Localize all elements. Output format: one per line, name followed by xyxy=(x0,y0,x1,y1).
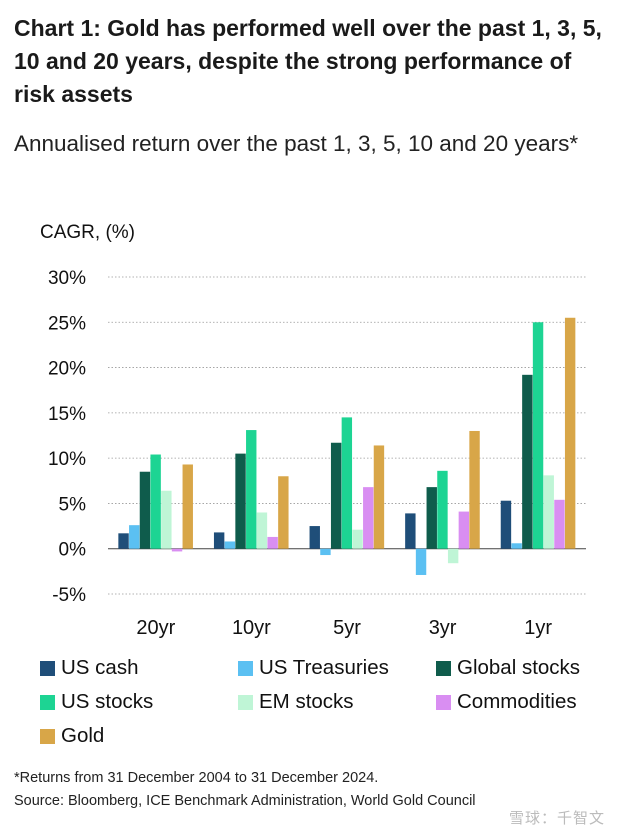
footnote-block: *Returns from 31 December 2004 to 31 Dec… xyxy=(14,767,614,813)
legend-item: Global stocks xyxy=(436,656,580,680)
x-tick-labels: 20yr 10yr 5yr 3yr 1yr xyxy=(136,617,552,639)
bar-5yr-global-stocks xyxy=(330,442,342,549)
chart-title: Chart 1: Gold has performed well over th… xyxy=(14,15,602,107)
y-tick-label: 15% xyxy=(48,404,86,425)
bar-3yr-us-treasuries xyxy=(415,548,427,575)
bar-5yr-gold xyxy=(373,445,385,549)
y-tick-label: 5% xyxy=(59,494,87,515)
bar-1yr-global-stocks xyxy=(522,374,533,549)
y-axis-label: CAGR, (%) xyxy=(40,222,135,243)
bar-1yr-us-cash xyxy=(500,500,512,549)
bar-chart: -5% 0% 5% 10% 15% 20% 25% 30% 20yr 10yr 5yr 3yr 1yr xyxy=(48,268,586,639)
bar-20yr-us-stocks xyxy=(150,454,161,549)
bar-5yr-us-treasuries xyxy=(320,548,331,556)
footnote: *Returns from 31 December 2004 to 31 Dec… xyxy=(14,770,379,786)
bar-5yr-commodities xyxy=(363,487,374,549)
bar-3yr-em-stocks xyxy=(447,548,459,564)
y-tick-label: 20% xyxy=(48,359,86,380)
bar-3yr-us-cash xyxy=(405,513,416,549)
bar-20yr-commodities xyxy=(171,548,183,552)
legend-item: EM stocks xyxy=(238,690,354,714)
x-tick-label: 1yr xyxy=(524,617,552,639)
bar-10yr-commodities xyxy=(267,536,278,549)
watermark: 雪球：千智文 xyxy=(508,810,605,827)
bar-3yr-global-stocks xyxy=(426,487,437,549)
x-tick-label: 20yr xyxy=(136,617,175,639)
y-tick-label: 25% xyxy=(48,313,86,334)
source-note: Source: Bloomberg, ICE Benchmark Adminis… xyxy=(14,793,476,809)
legend-label: Global stocks xyxy=(457,656,581,679)
bar-10yr-em-stocks xyxy=(256,512,268,549)
y-tick-label: 30% xyxy=(48,268,86,289)
legend-item: US cash xyxy=(40,656,138,680)
x-tick-label: 3yr xyxy=(429,617,457,639)
y-tick-label: -5% xyxy=(52,585,86,606)
legend-swatch xyxy=(40,694,55,710)
bar-5yr-em-stocks xyxy=(352,529,363,549)
legend-label: US Treasuries xyxy=(259,656,389,679)
bar-5yr-us-stocks xyxy=(341,417,353,549)
legend-label: EM stocks xyxy=(259,690,354,713)
legend-label: Commodities xyxy=(457,690,577,713)
legend-label: Gold xyxy=(61,724,105,747)
bar-10yr-us-cash xyxy=(213,532,225,549)
bar-20yr-global-stocks xyxy=(139,471,151,549)
bar-20yr-us-cash xyxy=(118,533,129,549)
x-tick-label: 5yr xyxy=(333,617,361,639)
bar-1yr-em-stocks xyxy=(543,475,554,549)
legend-item: US stocks xyxy=(40,690,153,714)
legend-swatch xyxy=(40,728,55,744)
legend-swatch xyxy=(40,660,55,676)
bar-3yr-gold xyxy=(469,430,480,549)
bar-1yr-us-treasuries xyxy=(511,543,522,549)
chart-subtitle: Annualised return over the past 1, 3, 5,… xyxy=(14,131,579,156)
bar-10yr-gold xyxy=(278,476,289,549)
bars xyxy=(118,317,576,575)
bar-20yr-em-stocks xyxy=(161,490,172,549)
bar-3yr-commodities xyxy=(458,511,470,549)
bar-1yr-us-stocks xyxy=(532,322,544,549)
legend-label: US stocks xyxy=(61,690,154,713)
y-tick-labels: -5% 0% 5% 10% 15% 20% 25% 30% xyxy=(48,268,86,606)
bar-20yr-us-treasuries xyxy=(129,525,140,549)
bar-5yr-us-cash xyxy=(309,526,320,549)
legend-swatch xyxy=(238,660,253,676)
x-tick-label: 10yr xyxy=(232,617,271,639)
bar-10yr-us-treasuries xyxy=(224,541,236,549)
bar-3yr-us-stocks xyxy=(437,470,448,549)
legend-label: US cash xyxy=(61,656,139,679)
legend-swatch xyxy=(436,660,451,676)
bar-1yr-gold xyxy=(564,317,576,549)
legend-item: Gold xyxy=(40,724,104,748)
bar-20yr-gold xyxy=(182,464,193,549)
legend-item: Commodities xyxy=(436,690,577,714)
y-tick-label: 0% xyxy=(59,540,87,561)
y-tick-label: 10% xyxy=(48,449,86,470)
legend-swatch xyxy=(436,694,451,710)
legend-swatch xyxy=(238,694,253,710)
bar-10yr-global-stocks xyxy=(235,453,246,549)
bar-10yr-us-stocks xyxy=(246,430,257,549)
legend-item: US Treasuries xyxy=(238,656,389,680)
bar-1yr-commodities xyxy=(554,499,565,549)
